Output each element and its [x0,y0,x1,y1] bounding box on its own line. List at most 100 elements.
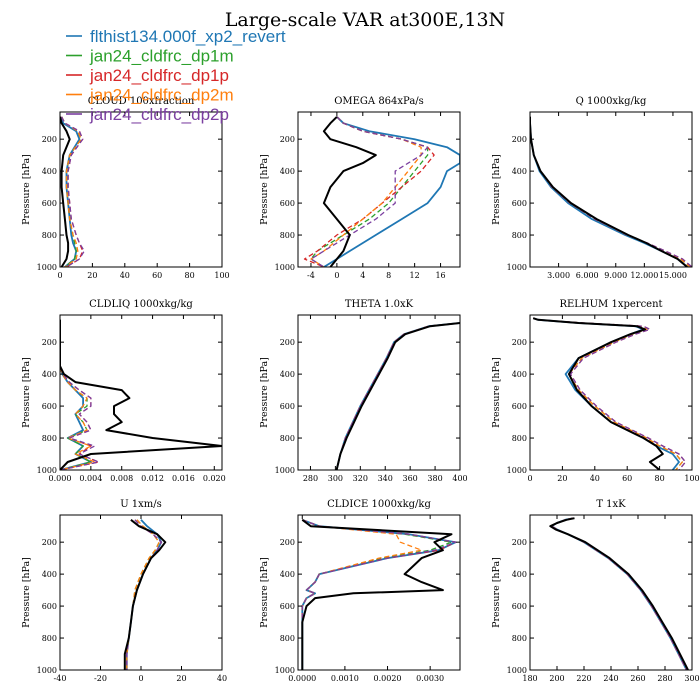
series-line-jan24_cldfrc_dp2m [60,319,96,470]
series-line-jan24_cldfrc_dp1m [301,519,453,670]
series-line-jan24_cldfrc_dp2m [532,317,683,470]
y-axis-label: Pressure [hPa] [259,557,270,628]
series-group [60,116,85,267]
series-line-reference [532,317,664,470]
series-line-jan24_cldfrc_dp2m [301,519,423,670]
x-tick-label: -4 [307,271,315,280]
legend-item: jan24_cldfrc_dp2p [66,105,229,124]
x-tick-label: 0 [57,271,62,280]
series-group [123,519,167,670]
series-line-reference [335,322,460,470]
plot-frame [529,111,693,268]
series-line-flthist134.000f_xp2_revert [335,322,460,470]
y-tick-label: 600 [512,402,527,411]
x-tick-label: 40 [590,474,600,483]
x-tick-label: 260 [630,674,645,683]
y-tick-label: 800 [280,231,295,240]
y-tick-label: 1000 [37,263,57,272]
legend-label: jan24_cldfrc_dp2m [89,86,234,105]
x-tick-label: -20 [94,674,107,683]
series-line-jan24_cldfrc_dp2p [61,116,85,267]
x-tick-label: 4 [360,271,365,280]
legend-item: jan24_cldfrc_dp2m [66,86,234,105]
series-group [303,116,460,267]
x-tick-label: 16 [435,271,445,280]
y-axis-label: Pressure [hPa] [21,357,32,428]
y-tick-label: 800 [280,634,295,643]
y-tick-label: 600 [512,199,527,208]
y-axis-label: Pressure [hPa] [491,557,502,628]
x-tick-label: 0.004 [79,474,102,483]
legend-item: jan24_cldfrc_dp1m [66,47,234,66]
figure-title: Large-scale VAR at300E,13N [225,9,505,31]
x-tick-label: 40 [120,271,130,280]
y-tick-label: 200 [280,538,295,547]
y-axis-label: Pressure [hPa] [259,154,270,225]
x-tick-label: 0.020 [203,474,226,483]
panel-title: CLDICE 1000xkg/kg [327,499,431,510]
x-tick-label: 0.012 [141,474,164,483]
y-tick-label: 1000 [37,466,57,475]
plot-frame [297,514,461,671]
series-line-jan24_cldfrc_dp2m [530,116,691,267]
y-tick-label: 800 [512,434,527,443]
y-axis-label: Pressure [hPa] [491,357,502,428]
series-line-jan24_cldfrc_dp1m [550,517,688,670]
y-tick-label: 200 [42,338,57,347]
panel-title: Q 1000xkg/kg [576,96,647,107]
x-tick-label: 380 [427,474,442,483]
series-line-jan24_cldfrc_dp1p [301,519,457,670]
legend-item: jan24_cldfrc_dp1p [66,66,229,85]
y-tick-label: 600 [42,602,57,611]
series-line-reference [530,116,688,267]
x-tick-label: 240 [603,674,618,683]
x-tick-label: 80 [185,271,195,280]
y-tick-label: 800 [42,634,57,643]
y-tick-label: 1000 [275,466,295,475]
x-tick-label: 20 [87,271,97,280]
panel-3: CLDLIQ 1000xkg/kg Pressure [hPa] 200 400 600… [21,299,226,483]
panel-title: CLDLIQ 1000xkg/kg [89,299,193,310]
y-tick-label: 800 [42,434,57,443]
series-line-flthist134.000f_xp2_revert [323,116,460,267]
x-tick-label: 180 [522,674,537,683]
plot-frame [59,111,223,268]
y-tick-label: 600 [280,402,295,411]
x-tick-label: 100 [684,474,699,483]
legend-label: jan24_cldfrc_dp2p [89,105,229,124]
y-tick-label: 200 [280,135,295,144]
x-tick-label: 0 [138,674,143,683]
x-tick-label: 280 [303,474,318,483]
legend-label: jan24_cldfrc_dp1m [89,47,234,66]
x-tick-label: 0.0020 [374,674,402,683]
x-tick-label: 200 [549,674,564,683]
panel-title: U 1xm/s [120,499,162,510]
series-line-jan24_cldfrc_dp1p [532,317,687,470]
y-tick-label: 800 [512,634,527,643]
y-axis-label: Pressure [hPa] [491,154,502,225]
x-tick-label: 8 [386,271,391,280]
y-tick-label: 400 [42,370,57,379]
series-line-jan24_cldfrc_dp2m [550,517,688,670]
y-tick-label: 200 [280,338,295,347]
y-tick-label: 200 [512,135,527,144]
series-line-reference [60,319,222,470]
series-line-reference [322,116,377,267]
series-group [301,518,457,670]
legend-label: jan24_cldfrc_dp1p [89,66,229,85]
y-tick-label: 400 [42,570,57,579]
series-line-jan24_cldfrc_dp2p [310,116,429,267]
series-line-jan24_cldfrc_dp1m [530,116,691,267]
y-tick-label: 200 [512,338,527,347]
series-line-jan24_cldfrc_dp1p [530,116,692,267]
x-tick-label: 9.000 [604,271,627,280]
plot-frame [529,314,693,471]
plot-frame [297,111,461,268]
series-line-jan24_cldfrc_dp1m [126,519,160,670]
panel-title: T 1xK [596,499,626,510]
y-tick-label: 1000 [37,666,57,675]
x-tick-label: 12 [410,271,420,280]
